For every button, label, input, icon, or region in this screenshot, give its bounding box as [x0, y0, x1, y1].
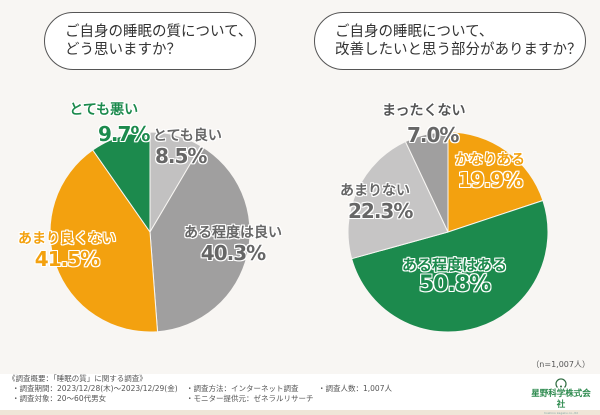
label-very-good: とても良い 8.5% — [153, 128, 222, 167]
label-quite-a-lot-name: かなりある — [455, 152, 525, 168]
label-quite-a-lot-value: 19.9% — [457, 168, 523, 192]
survey-count: ・調査人数：1,007人 — [318, 384, 392, 393]
survey-method: ・調査方法：インターネット調査 — [186, 384, 299, 393]
label-not-very-good-value: 41.5% — [34, 247, 100, 271]
label-not-much-value: 22.3% — [348, 199, 413, 223]
logo-circle-icon — [555, 378, 567, 388]
survey-heading: 《調査概要：「睡眠の質」に関する調査》 — [8, 374, 147, 383]
label-not-at-all: まったくない 7.0% — [382, 103, 465, 146]
label-not-much-name: あまりない — [340, 183, 410, 199]
slice-sleep-quality-3 — [92, 131, 151, 234]
question-2-line-2: 改善したいと思う部分がありますか？ — [335, 42, 582, 58]
sample-size: （n=1,007人） — [531, 360, 590, 369]
footer-border — [0, 410, 600, 415]
survey-footer — [0, 374, 600, 415]
company-name: 星野科学株式会社 — [531, 389, 591, 410]
label-very-good-value: 8.5% — [155, 144, 207, 168]
question-2-bubble: ご自身の睡眠について、 改善したいと思う部分がありますか？ — [314, 12, 586, 70]
label-very-good-name: とても良い — [153, 128, 222, 144]
label-very-bad-value: 9.7% — [98, 122, 150, 146]
slice-improvement-1 — [351, 199, 549, 333]
label-very-bad-name: とても悪い — [69, 102, 139, 118]
label-not-at-all-value: 7.0% — [406, 123, 459, 147]
label-somewhat-good: ある程度は良い 40.3% — [184, 225, 282, 264]
company-logo: 星野科学株式会社 hoshino kagaku co.,ltd — [530, 377, 592, 415]
question-2-line-1: ご自身の睡眠について、 — [335, 24, 494, 40]
survey-provider: ・モニター提供元：ゼネラルリサーチ — [186, 394, 314, 403]
slice-improvement-3 — [404, 131, 449, 233]
pie-chart-sleep-quality — [49, 131, 251, 333]
label-somewhat-name: ある程度はある — [402, 256, 508, 274]
label-not-much: あまりない 22.3% — [340, 183, 413, 223]
label-somewhat: ある程度はある 50.8% — [402, 257, 507, 296]
question-1-line-1: ご自身の睡眠の質について、 — [65, 24, 253, 40]
label-not-very-good-name: あまり良くない — [18, 231, 116, 247]
label-not-at-all-name: まったくない — [382, 103, 466, 119]
label-quite-a-lot: かなりある 19.9% — [455, 152, 525, 191]
label-somewhat-good-name: ある程度は良い — [184, 225, 282, 241]
label-somewhat-value: 50.8% — [418, 272, 491, 297]
slice-improvement-0 — [447, 131, 544, 233]
survey-target: ・調査対象：20～60代男女 — [12, 394, 107, 403]
slice-sleep-quality-2 — [49, 149, 159, 333]
company-subtitle: hoshino kagaku co.,ltd — [544, 411, 578, 415]
question-1-line-2: どう思いますか？ — [65, 42, 181, 58]
question-1-bubble: ご自身の睡眠の質について、 どう思いますか？ — [44, 12, 256, 70]
label-not-very-good: あまり良くない 41.5% — [18, 231, 116, 270]
slice-improvement-2 — [347, 140, 449, 260]
survey-period: ・調査期間：2023/12/28(木)～2023/12/29(金) — [12, 384, 178, 393]
label-very-bad: とても悪い 9.7% — [58, 102, 150, 146]
pie-chart-improvement — [347, 131, 549, 333]
slice-sleep-quality-1 — [149, 145, 251, 333]
label-somewhat-good-value: 40.3% — [200, 241, 266, 265]
